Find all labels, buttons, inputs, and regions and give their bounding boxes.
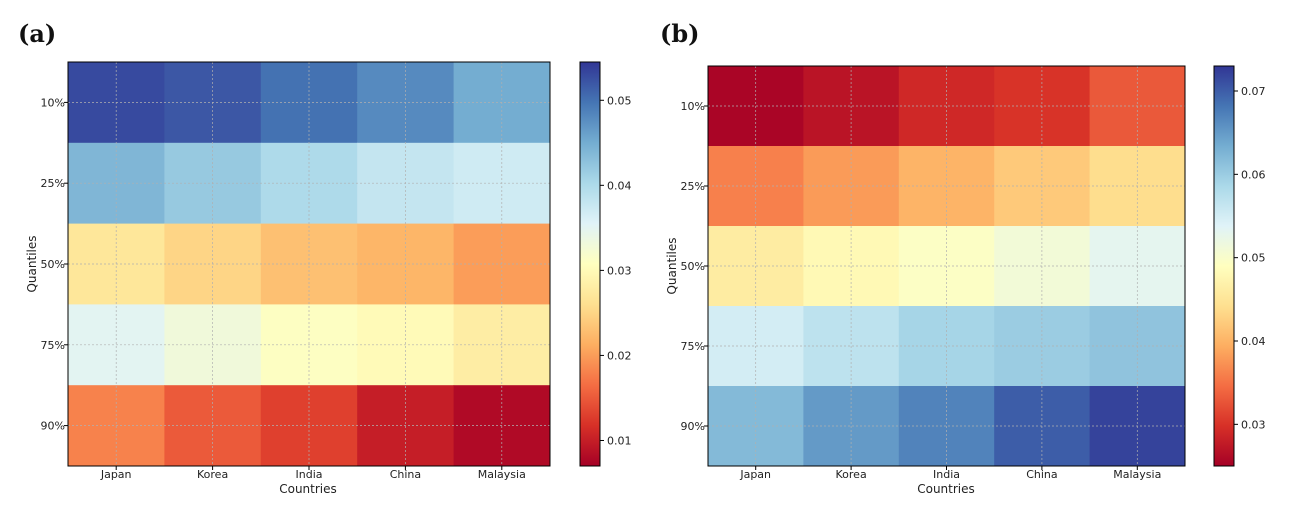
y-tick-label: 50% <box>41 258 65 271</box>
x-tick-label: Japan <box>100 468 132 481</box>
colorbar-bar <box>579 61 601 467</box>
grid-lines-b <box>708 66 1185 466</box>
x-ticks-a: Japan Korea India China Malaysia <box>100 466 526 481</box>
colorbar-tick-label: 0.03 <box>607 264 632 277</box>
panel-label-b: (b) <box>660 19 700 48</box>
x-tick-label: Korea <box>836 468 867 481</box>
colorbar-tick-label: 0.04 <box>1241 335 1266 348</box>
colorbar-tick-label: 0.03 <box>1241 418 1266 431</box>
x-tick-label: India <box>933 468 960 481</box>
grid-lines-a <box>68 62 550 466</box>
panel-label-a: (a) <box>18 19 56 48</box>
x-tick-label: Malaysia <box>1113 468 1161 481</box>
x-tick-label: India <box>296 468 323 481</box>
x-axis-label-a: Countries <box>279 482 337 496</box>
colorbar-bar <box>1213 65 1235 467</box>
heatmap-panel-b: (b) Countries Quantiles Japan Korea India C… <box>660 19 1266 496</box>
x-tick-label: China <box>390 468 421 481</box>
y-tick-label: 75% <box>681 340 705 353</box>
y-tick-label: 25% <box>681 180 705 193</box>
x-tick-label: Korea <box>197 468 228 481</box>
x-ticks-b: Japan Korea India China Malaysia <box>739 466 1161 481</box>
x-axis-label-b: Countries <box>917 482 975 496</box>
y-tick-label: 90% <box>41 420 65 433</box>
colorbar-tick-label: 0.05 <box>1241 252 1266 265</box>
y-tick-label: 75% <box>41 339 65 352</box>
y-tick-label: 10% <box>681 100 705 113</box>
heatmap-panel-a: (a) Countries Quantiles Japan Korea India C… <box>18 19 632 496</box>
colorbar-tick-label: 0.04 <box>607 179 632 192</box>
colorbar-tick-label: 0.06 <box>1241 168 1266 181</box>
x-tick-label: Malaysia <box>478 468 526 481</box>
colorbar-tick-label: 0.05 <box>607 94 632 107</box>
y-axis-label-b: Quantiles <box>665 237 679 294</box>
y-axis-label-a: Quantiles <box>25 235 39 292</box>
colorbar-a: 0.01 0.02 0.03 0.04 0.05 <box>579 61 632 467</box>
x-tick-label: Japan <box>739 468 771 481</box>
y-tick-label: 10% <box>41 96 65 109</box>
y-tick-label: 25% <box>41 177 65 190</box>
colorbar-b: 0.03 0.04 0.05 0.06 0.07 <box>1213 65 1266 467</box>
y-tick-label: 50% <box>681 260 705 273</box>
colorbar-tick-label: 0.01 <box>607 434 632 447</box>
y-ticks-a: 10% 25% 50% 75% 90% <box>41 96 68 433</box>
colorbar-tick-label: 0.02 <box>607 349 632 362</box>
colorbar-tick-label: 0.07 <box>1241 85 1266 98</box>
y-tick-label: 90% <box>681 420 705 433</box>
x-tick-label: China <box>1026 468 1057 481</box>
y-ticks-b: 10% 25% 50% 75% 90% <box>681 100 708 433</box>
